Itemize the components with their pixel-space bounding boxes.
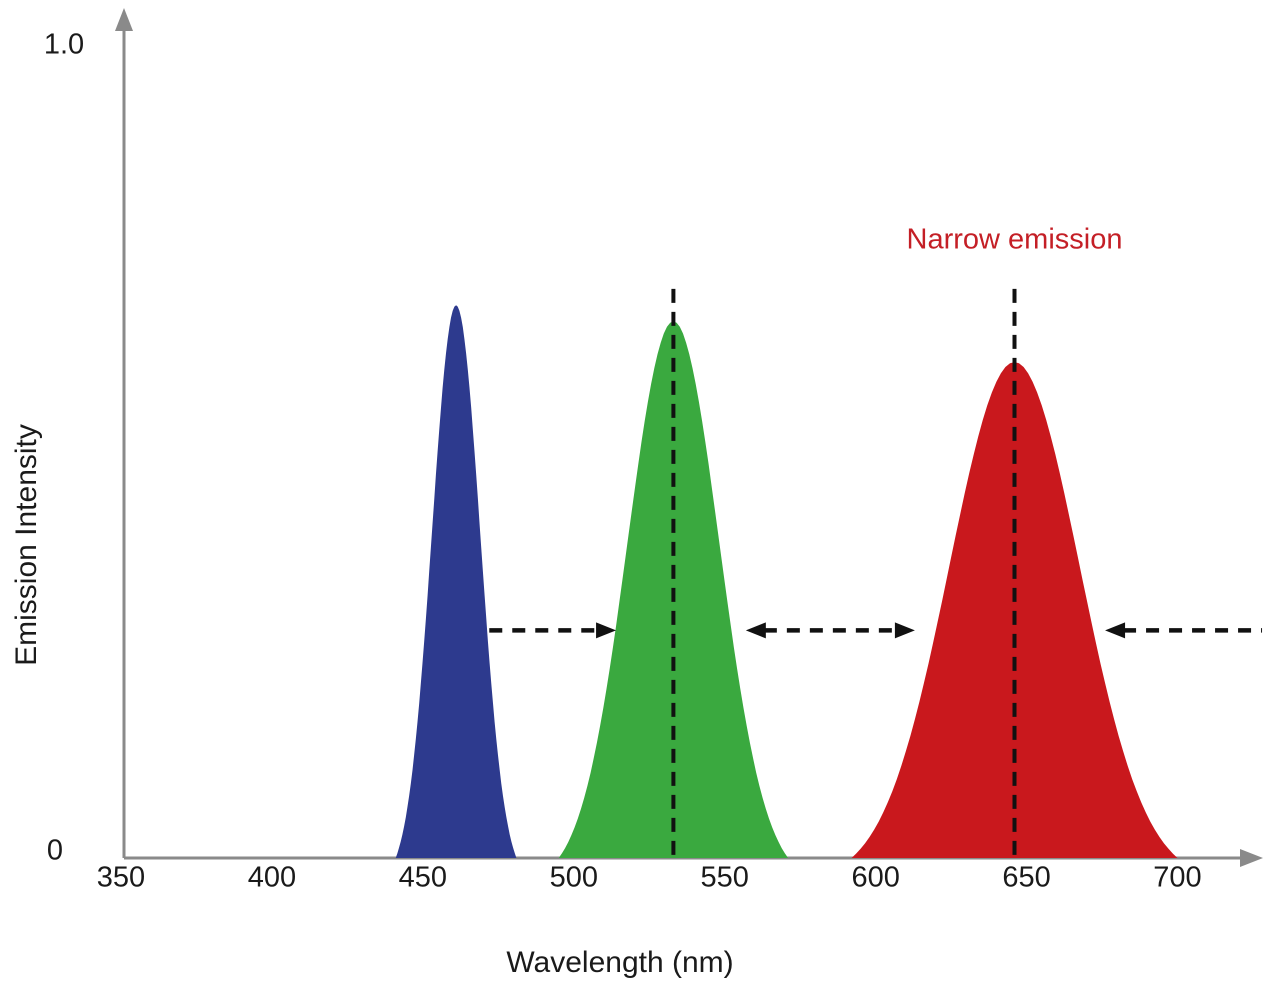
narrow-emission-annotation: Narrow emission: [906, 223, 1123, 256]
y-axis-arrow-icon: [115, 8, 133, 31]
x-tick-label: 700: [1153, 861, 1202, 894]
x-tick-label: 650: [1002, 861, 1051, 894]
x-tick-label: 400: [247, 861, 297, 894]
y-axis-title: Emission Intensity: [10, 424, 43, 666]
x-axis-arrow-icon: [1240, 849, 1263, 867]
x-tick-label: 600: [851, 861, 900, 894]
y-tick-label-max: 1.0: [43, 28, 85, 61]
x-tick-label: 500: [549, 861, 598, 894]
emission-peak-red: [851, 362, 1178, 858]
arrowhead-right-icon: [894, 622, 915, 639]
x-tick-label: 450: [398, 861, 448, 894]
y-tick-label-zero: 0: [46, 834, 64, 867]
arrowhead-right-icon: [596, 622, 617, 639]
arrowhead-left-icon: [1105, 622, 1126, 639]
x-tick-label: 350: [96, 861, 146, 894]
x-axis-title: Wavelength (nm): [506, 946, 734, 979]
arrowhead-left-icon: [745, 622, 766, 639]
emission-peak-blue: [395, 305, 517, 858]
x-tick-label: 550: [700, 861, 749, 894]
